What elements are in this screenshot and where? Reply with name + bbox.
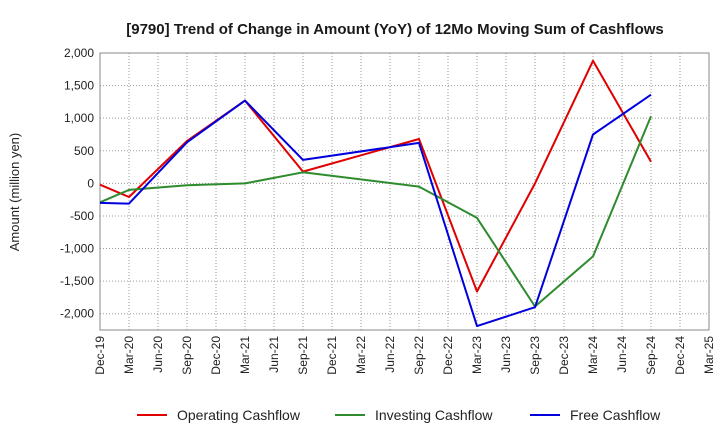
legend-label: Investing Cashflow [375,407,493,423]
x-tick-label: Mar-22 [354,336,368,374]
x-tick-label: Mar-23 [470,336,484,374]
grid [100,53,709,330]
x-tick-label: Jun-23 [499,336,513,373]
legend-label: Operating Cashflow [177,407,301,423]
x-tick-label: Dec-22 [441,336,455,375]
series-line-free-cashflow [99,93,652,328]
y-tick-label: 1,000 [64,111,94,125]
legend: Operating Cashflow Investing Cashflow Free… [137,407,661,423]
chart-title: [9790] Trend of Change in Amount (YoY) o… [126,21,664,38]
series-line-operating-cashflow [99,59,652,293]
y-tick-label: -2,000 [60,307,94,321]
series-lines [99,59,652,328]
y-tick-label: 500 [74,144,94,158]
x-tick-label: Dec-21 [325,336,339,375]
x-tick-label: Dec-24 [673,336,687,375]
x-tick-label: Sep-22 [412,336,426,375]
x-tick-label: Dec-20 [209,336,223,375]
x-tick-label: Dec-19 [93,336,107,375]
y-tick-label: 1,500 [64,79,94,93]
x-tick-label: Mar-21 [238,336,252,374]
y-tick-label: -1,500 [60,274,94,288]
y-axis-label: Amount (million yen) [7,133,22,252]
x-tick-label: Sep-24 [644,336,658,375]
x-tick-label: Mar-20 [122,336,136,374]
x-axis: Dec-19 Mar-20 Jun-20 Sep-20 Dec-20 Mar-21 Jun-… [93,336,716,375]
legend-label: Free Cashflow [570,407,661,423]
x-tick-label: Mar-24 [586,336,600,374]
series-line-investing-cashflow [99,115,652,308]
y-tick-label: 2,000 [64,46,94,60]
x-tick-label: Dec-23 [557,336,571,375]
plot-area-border [99,52,710,331]
x-tick-label: Jun-24 [615,336,629,373]
x-tick-label: Jun-21 [267,336,281,373]
x-tick-label: Sep-21 [296,336,310,375]
y-tick-label: 0 [87,176,94,190]
y-tick-label: -1,000 [60,242,94,256]
x-tick-label: Sep-23 [528,336,542,375]
x-tick-label: Sep-20 [180,336,194,375]
y-tick-label: -500 [70,209,94,223]
x-tick-label: Mar-25 [702,336,716,374]
x-tick-label: Jun-20 [151,336,165,373]
x-tick-label: Jun-22 [383,336,397,373]
y-axis: 2,000 1,500 1,000 500 0 -500 -1,000 -1,500 -2,00… [60,46,94,321]
